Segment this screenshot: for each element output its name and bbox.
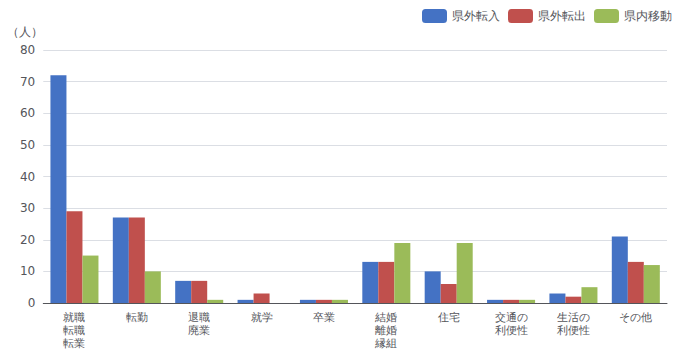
svg-text:70: 70 (20, 75, 35, 89)
svg-text:利便性: 利便性 (557, 324, 590, 337)
svg-text:その他: その他 (619, 311, 652, 324)
svg-text:結婚: 結婚 (374, 311, 397, 324)
svg-text:就学: 就学 (251, 311, 273, 324)
svg-text:利便性: 利便性 (495, 324, 528, 337)
svg-text:40: 40 (20, 170, 35, 184)
svg-text:30: 30 (20, 201, 35, 215)
svg-text:住宅: 住宅 (438, 311, 460, 324)
svg-text:県外転入: 県外転入 (452, 9, 500, 23)
svg-text:就職: 就職 (63, 311, 85, 324)
svg-text:転勤: 転勤 (126, 311, 148, 324)
svg-text:生活の: 生活の (557, 311, 590, 324)
svg-text:転職: 転職 (63, 324, 85, 337)
svg-text:転業: 転業 (63, 337, 85, 350)
svg-text:60: 60 (20, 106, 35, 120)
svg-text:廃業: 廃業 (188, 324, 210, 337)
svg-text:10: 10 (20, 264, 35, 278)
svg-text:交通の: 交通の (495, 311, 528, 324)
svg-text:離婚: 離婚 (375, 324, 397, 337)
svg-text:卒業: 卒業 (313, 311, 335, 324)
svg-text:80: 80 (20, 43, 35, 57)
svg-text:県内移動: 県内移動 (624, 9, 672, 23)
svg-text:0: 0 (28, 296, 36, 310)
svg-text:縁組: 縁組 (374, 337, 397, 350)
svg-text:県外転出: 県外転出 (538, 9, 586, 23)
svg-text:（人）: （人） (7, 25, 43, 39)
svg-text:退職: 退職 (188, 311, 210, 324)
svg-text:20: 20 (20, 233, 35, 247)
svg-text:50: 50 (20, 138, 35, 152)
